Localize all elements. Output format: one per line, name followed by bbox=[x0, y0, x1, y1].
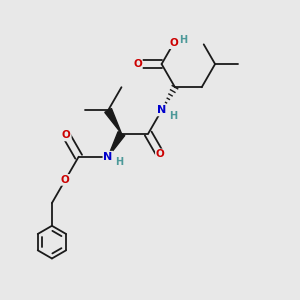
Text: H: H bbox=[115, 157, 123, 167]
Text: O: O bbox=[156, 149, 165, 159]
Polygon shape bbox=[105, 109, 122, 134]
Text: N: N bbox=[103, 152, 113, 162]
Text: H: H bbox=[179, 35, 187, 45]
Text: O: O bbox=[133, 59, 142, 69]
Text: O: O bbox=[169, 38, 178, 48]
Text: O: O bbox=[61, 175, 70, 185]
Text: H: H bbox=[169, 111, 177, 121]
Text: N: N bbox=[157, 105, 166, 116]
Polygon shape bbox=[108, 132, 125, 157]
Text: O: O bbox=[62, 130, 71, 140]
